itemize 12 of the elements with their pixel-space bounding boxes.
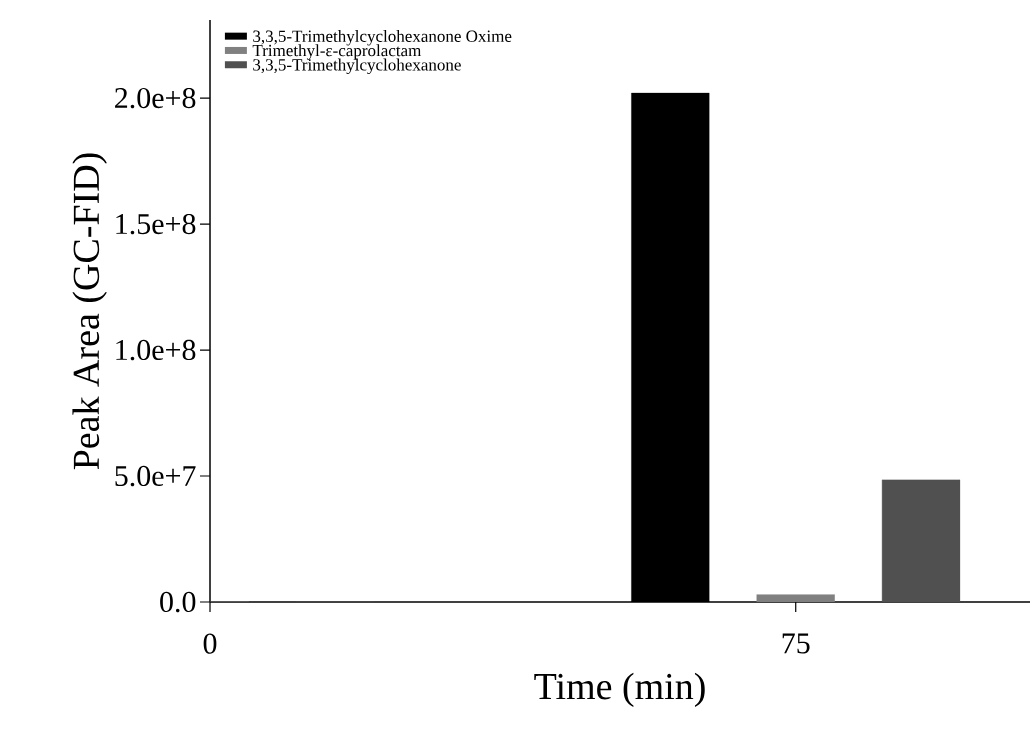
legend-label: Trimethyl-ε-caprolactam	[252, 44, 422, 60]
x-axis-title: Time (min)	[534, 672, 705, 708]
y-tick-label: 5.0e+7	[115, 465, 196, 487]
legend-label: 3,3,5-Trimethylcyclohexanone Oxime	[253, 30, 512, 46]
legend-label: 3,3,5-Trimethylcyclohexanone	[253, 58, 461, 75]
y-tick-label: 1.5e+8	[116, 213, 196, 235]
x-tick-label: 75	[782, 633, 810, 654]
x-tick-label: 0	[203, 633, 217, 654]
y-tick-label: 0.0	[160, 591, 196, 613]
y-tick-label: 2.0e+8	[115, 87, 196, 109]
y-tick-label: 1.0e+8	[116, 339, 196, 361]
y-axis-title: Peak Area (GC-FID)	[72, 153, 107, 470]
